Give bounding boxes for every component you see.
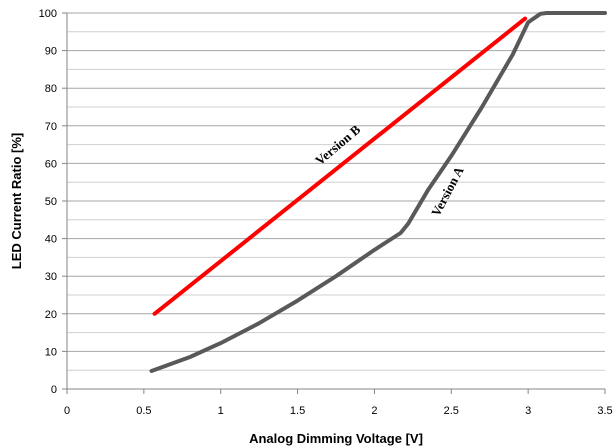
- y-tick-label: 30: [45, 271, 57, 283]
- y-tick-label: 80: [45, 83, 57, 95]
- y-tick-label: 20: [45, 309, 57, 321]
- x-tick-label: 0: [64, 405, 70, 417]
- y-axis-title: LED Current Ratio [%]: [9, 133, 24, 270]
- series-line-version-a: [149, 11, 607, 373]
- series-line-version-b: [152, 16, 528, 316]
- x-tick-label: 1: [218, 405, 224, 417]
- x-axis-title: Analog Dimming Voltage [V]: [249, 431, 423, 446]
- y-tick-label: 100: [39, 8, 57, 20]
- series-layer: [149, 11, 607, 373]
- x-tick-label: 2: [371, 405, 377, 417]
- x-tick-label: 3: [525, 405, 531, 417]
- x-tick-label: 0.5: [136, 405, 151, 417]
- series-label-version-a: Version A: [428, 163, 467, 218]
- x-tick-label: 2.5: [444, 405, 459, 417]
- y-tick-label: 60: [45, 158, 57, 170]
- y-tick-label: 50: [45, 196, 57, 208]
- x-axis-ticks: 0 0.5 1 1.5 2 2.5 3 3.5: [64, 389, 613, 417]
- y-tick-label: 40: [45, 234, 57, 246]
- y-tick-label: 70: [45, 121, 57, 133]
- y-tick-label: 10: [45, 346, 57, 358]
- y-axis-ticks: 0 10 20 30 40 50 60 70 80 90 100: [39, 8, 67, 396]
- y-tick-label: 0: [51, 384, 57, 396]
- x-tick-label: 1.5: [290, 405, 305, 417]
- y-tick-label: 90: [45, 46, 57, 58]
- grid-lines: [66, 12, 605, 390]
- x-tick-label: 3.5: [597, 405, 612, 417]
